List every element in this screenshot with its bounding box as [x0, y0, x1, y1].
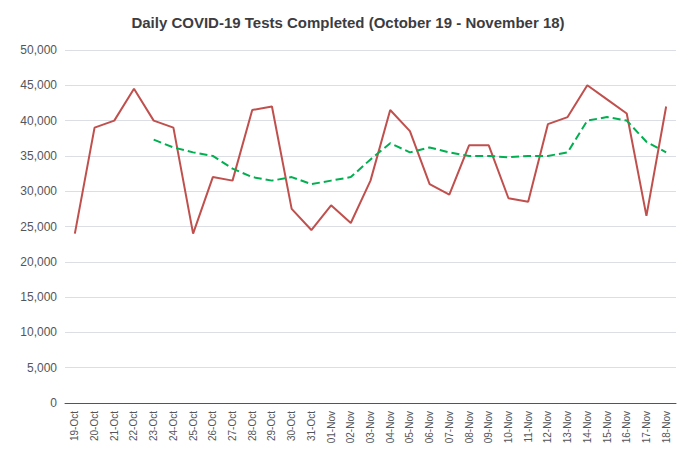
svg-text:14-Nov: 14-Nov — [582, 411, 593, 443]
svg-text:35,000: 35,000 — [20, 149, 57, 163]
svg-text:0: 0 — [50, 396, 57, 410]
svg-text:5,000: 5,000 — [27, 361, 57, 375]
svg-text:13-Nov: 13-Nov — [562, 411, 573, 443]
svg-text:18-Nov: 18-Nov — [661, 411, 672, 443]
svg-text:16-Nov: 16-Nov — [621, 411, 632, 443]
svg-text:Daily COVID-19 Tests Completed: Daily COVID-19 Tests Completed (October … — [131, 14, 564, 31]
svg-text:12-Nov: 12-Nov — [542, 411, 553, 443]
svg-text:20,000: 20,000 — [20, 255, 57, 269]
svg-text:01-Nov: 01-Nov — [326, 411, 337, 443]
svg-text:26-Oct: 26-Oct — [207, 411, 218, 441]
svg-text:27-Oct: 27-Oct — [227, 411, 238, 441]
svg-text:30-Oct: 30-Oct — [286, 411, 297, 441]
svg-text:19-Oct: 19-Oct — [69, 411, 80, 441]
svg-text:31-Oct: 31-Oct — [306, 411, 317, 441]
svg-text:15-Nov: 15-Nov — [602, 411, 613, 443]
svg-text:10-Nov: 10-Nov — [503, 411, 514, 443]
svg-text:20-Oct: 20-Oct — [89, 411, 100, 441]
svg-text:09-Nov: 09-Nov — [483, 411, 494, 443]
svg-text:21-Oct: 21-Oct — [109, 411, 120, 441]
svg-text:40,000: 40,000 — [20, 114, 57, 128]
svg-text:50,000: 50,000 — [20, 43, 57, 57]
svg-text:08-Nov: 08-Nov — [464, 411, 475, 443]
svg-text:04-Nov: 04-Nov — [385, 411, 396, 443]
svg-text:11-Nov: 11-Nov — [523, 411, 534, 443]
svg-text:28-Oct: 28-Oct — [247, 411, 258, 441]
svg-text:05-Nov: 05-Nov — [404, 411, 415, 443]
svg-text:23-Oct: 23-Oct — [148, 411, 159, 441]
svg-text:02-Nov: 02-Nov — [345, 411, 356, 443]
svg-text:17-Nov: 17-Nov — [641, 411, 652, 443]
svg-text:25-Oct: 25-Oct — [188, 411, 199, 441]
svg-text:30,000: 30,000 — [20, 184, 57, 198]
svg-text:45,000: 45,000 — [20, 78, 57, 92]
svg-text:29-Oct: 29-Oct — [266, 411, 277, 441]
svg-text:25,000: 25,000 — [20, 220, 57, 234]
svg-text:07-Nov: 07-Nov — [444, 411, 455, 443]
svg-text:10,000: 10,000 — [20, 325, 57, 339]
svg-text:03-Nov: 03-Nov — [365, 411, 376, 443]
svg-text:24-Oct: 24-Oct — [168, 411, 179, 441]
svg-text:15,000: 15,000 — [20, 290, 57, 304]
svg-text:22-Oct: 22-Oct — [128, 411, 139, 441]
svg-text:06-Nov: 06-Nov — [424, 411, 435, 443]
